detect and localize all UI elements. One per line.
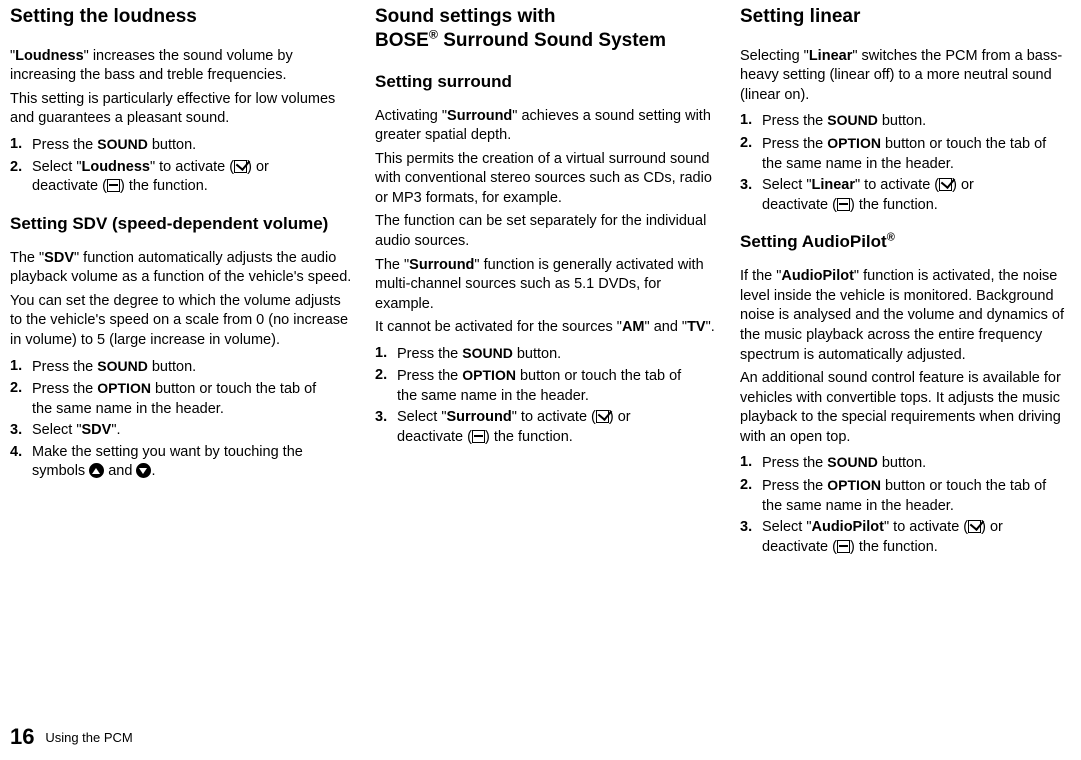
para-loudness-effect: This setting is particularly effective f… — [10, 90, 355, 129]
option-button-label: OPTION — [827, 477, 881, 493]
step-1: 1. Press the SOUND button. — [740, 453, 1081, 474]
step-2: 2. Press the OPTION button or touch the … — [10, 379, 355, 419]
sound-button-label: SOUND — [827, 112, 878, 128]
checkbox-off-icon — [837, 198, 850, 211]
checkbox-off-icon — [837, 540, 850, 553]
sound-button-label: SOUND — [97, 358, 148, 374]
arrow-down-icon — [136, 463, 151, 478]
para-surround-activate: Activating "Surround" achieves a sound s… — [375, 107, 720, 146]
step-4: 4. Make the setting you want by touching… — [10, 443, 355, 482]
step-3: 3. Select "AudioPilot" to activate () or… — [740, 518, 1081, 557]
step-2: 2. Press the OPTION button or touch the … — [740, 476, 1081, 516]
step-2: 2. Press the OPTION button or touch the … — [740, 134, 1081, 174]
step-1: 1. Press the SOUND button. — [375, 344, 720, 365]
para-surround-virtual: This permits the creation of a virtual s… — [375, 150, 720, 209]
option-button-label: OPTION — [462, 367, 516, 383]
checkbox-on-icon — [596, 410, 609, 423]
step-2: 2. Select "Loudness" to activate () orde… — [10, 158, 355, 197]
heading-loudness: Setting the loudness — [10, 5, 355, 29]
heading-audiopilot: Setting AudioPilot® — [740, 231, 1081, 253]
para-surround-multichannel: The "Surround" function is generally act… — [375, 256, 720, 315]
sound-button-label: SOUND — [462, 345, 513, 361]
heading-bose: Sound settings withBOSE® Surround Sound … — [375, 5, 720, 53]
section-title: Using the PCM — [45, 730, 132, 745]
heading-surround: Setting surround — [375, 71, 720, 93]
para-loudness-desc: "Loudness" increases the sound volume by… — [10, 47, 355, 86]
page-columns: Setting the loudness "Loudness" increase… — [10, 0, 1071, 559]
step-1: 1. Press the SOUND button. — [10, 357, 355, 378]
option-button-label: OPTION — [97, 380, 151, 396]
sound-button-label: SOUND — [827, 454, 878, 470]
para-audiopilot-convertible: An additional sound control feature is a… — [740, 369, 1081, 447]
para-linear-desc: Selecting "Linear" switches the PCM from… — [740, 47, 1081, 106]
checkbox-on-icon — [939, 178, 952, 191]
step-2: 2. Press the OPTION button or touch the … — [375, 366, 720, 406]
step-1: 1. Press the SOUND button. — [740, 111, 1081, 132]
page-footer: 16 Using the PCM — [10, 724, 133, 750]
arrow-up-icon — [89, 463, 104, 478]
column-1: Setting the loudness "Loudness" increase… — [10, 5, 355, 559]
column-2: Sound settings withBOSE® Surround Sound … — [375, 5, 720, 559]
option-button-label: OPTION — [827, 135, 881, 151]
step-1: 1. Press the SOUND button. — [10, 135, 355, 156]
step-3: 3. Select "Linear" to activate () ordeac… — [740, 176, 1081, 215]
step-3: 3. Select "SDV". — [10, 421, 355, 441]
checkbox-off-icon — [107, 179, 120, 192]
steps-linear: 1. Press the SOUND button. 2. Press the … — [740, 111, 1081, 215]
para-audiopilot-desc: If the "AudioPilot" function is activate… — [740, 267, 1081, 365]
heading-sdv: Setting SDV (speed-dependent volume) — [10, 213, 355, 235]
para-surround-separate: The function can be set separately for t… — [375, 212, 720, 251]
steps-audiopilot: 1. Press the SOUND button. 2. Press the … — [740, 453, 1081, 557]
para-sdv-desc: The "SDV" function automatically adjusts… — [10, 249, 355, 288]
heading-linear: Setting linear — [740, 5, 1081, 29]
step-3: 3. Select "Surround" to activate () orde… — [375, 408, 720, 447]
checkbox-off-icon — [472, 430, 485, 443]
para-surround-restrict: It cannot be activated for the sources "… — [375, 318, 720, 338]
steps-loudness: 1. Press the SOUND button. 2. Select "Lo… — [10, 135, 355, 197]
steps-surround: 1. Press the SOUND button. 2. Press the … — [375, 344, 720, 448]
checkbox-on-icon — [968, 520, 981, 533]
page-number: 16 — [10, 724, 34, 749]
steps-sdv: 1. Press the SOUND button. 2. Press the … — [10, 357, 355, 482]
checkbox-on-icon — [234, 160, 247, 173]
sound-button-label: SOUND — [97, 136, 148, 152]
para-sdv-scale: You can set the degree to which the volu… — [10, 292, 355, 351]
column-3: Setting linear Selecting "Linear" switch… — [740, 5, 1081, 559]
